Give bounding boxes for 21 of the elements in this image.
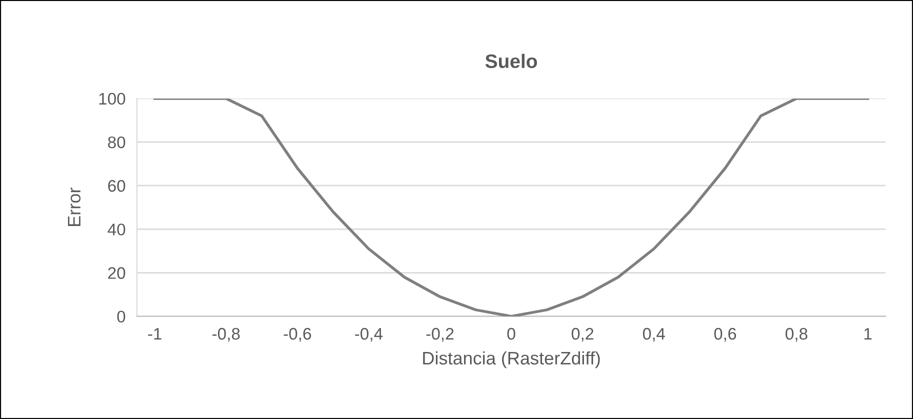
x-tick-label: -0,4 [355, 328, 383, 342]
y-tick-label: 20 [108, 267, 126, 279]
line-series [153, 98, 870, 316]
chart-title: Suelo [485, 54, 537, 68]
x-tick-label: -0,2 [426, 328, 454, 342]
x-tick-label: -1 [148, 328, 162, 340]
y-tick-label: 80 [108, 136, 126, 148]
y-axis-title: Error [68, 188, 81, 226]
x-tick-label: 1 [864, 328, 872, 340]
x-tick-label: 0 [507, 328, 516, 340]
x-tick-label: 0,2 [572, 328, 594, 342]
x-tick-label: -0,8 [212, 328, 240, 342]
x-tick-label: -0,6 [284, 328, 312, 342]
y-tick-label: 100 [99, 92, 126, 105]
x-tick-label: 0,6 [714, 328, 736, 342]
y-tick-label: 0 [117, 310, 126, 323]
y-tick-label: 40 [108, 224, 126, 236]
y-tick-label: 60 [108, 180, 126, 192]
x-axis-title: Distancia (RasterZdiff) [423, 351, 600, 368]
x-tick-label: 0,4 [642, 328, 665, 342]
x-tick-label: 0,8 [786, 328, 808, 342]
